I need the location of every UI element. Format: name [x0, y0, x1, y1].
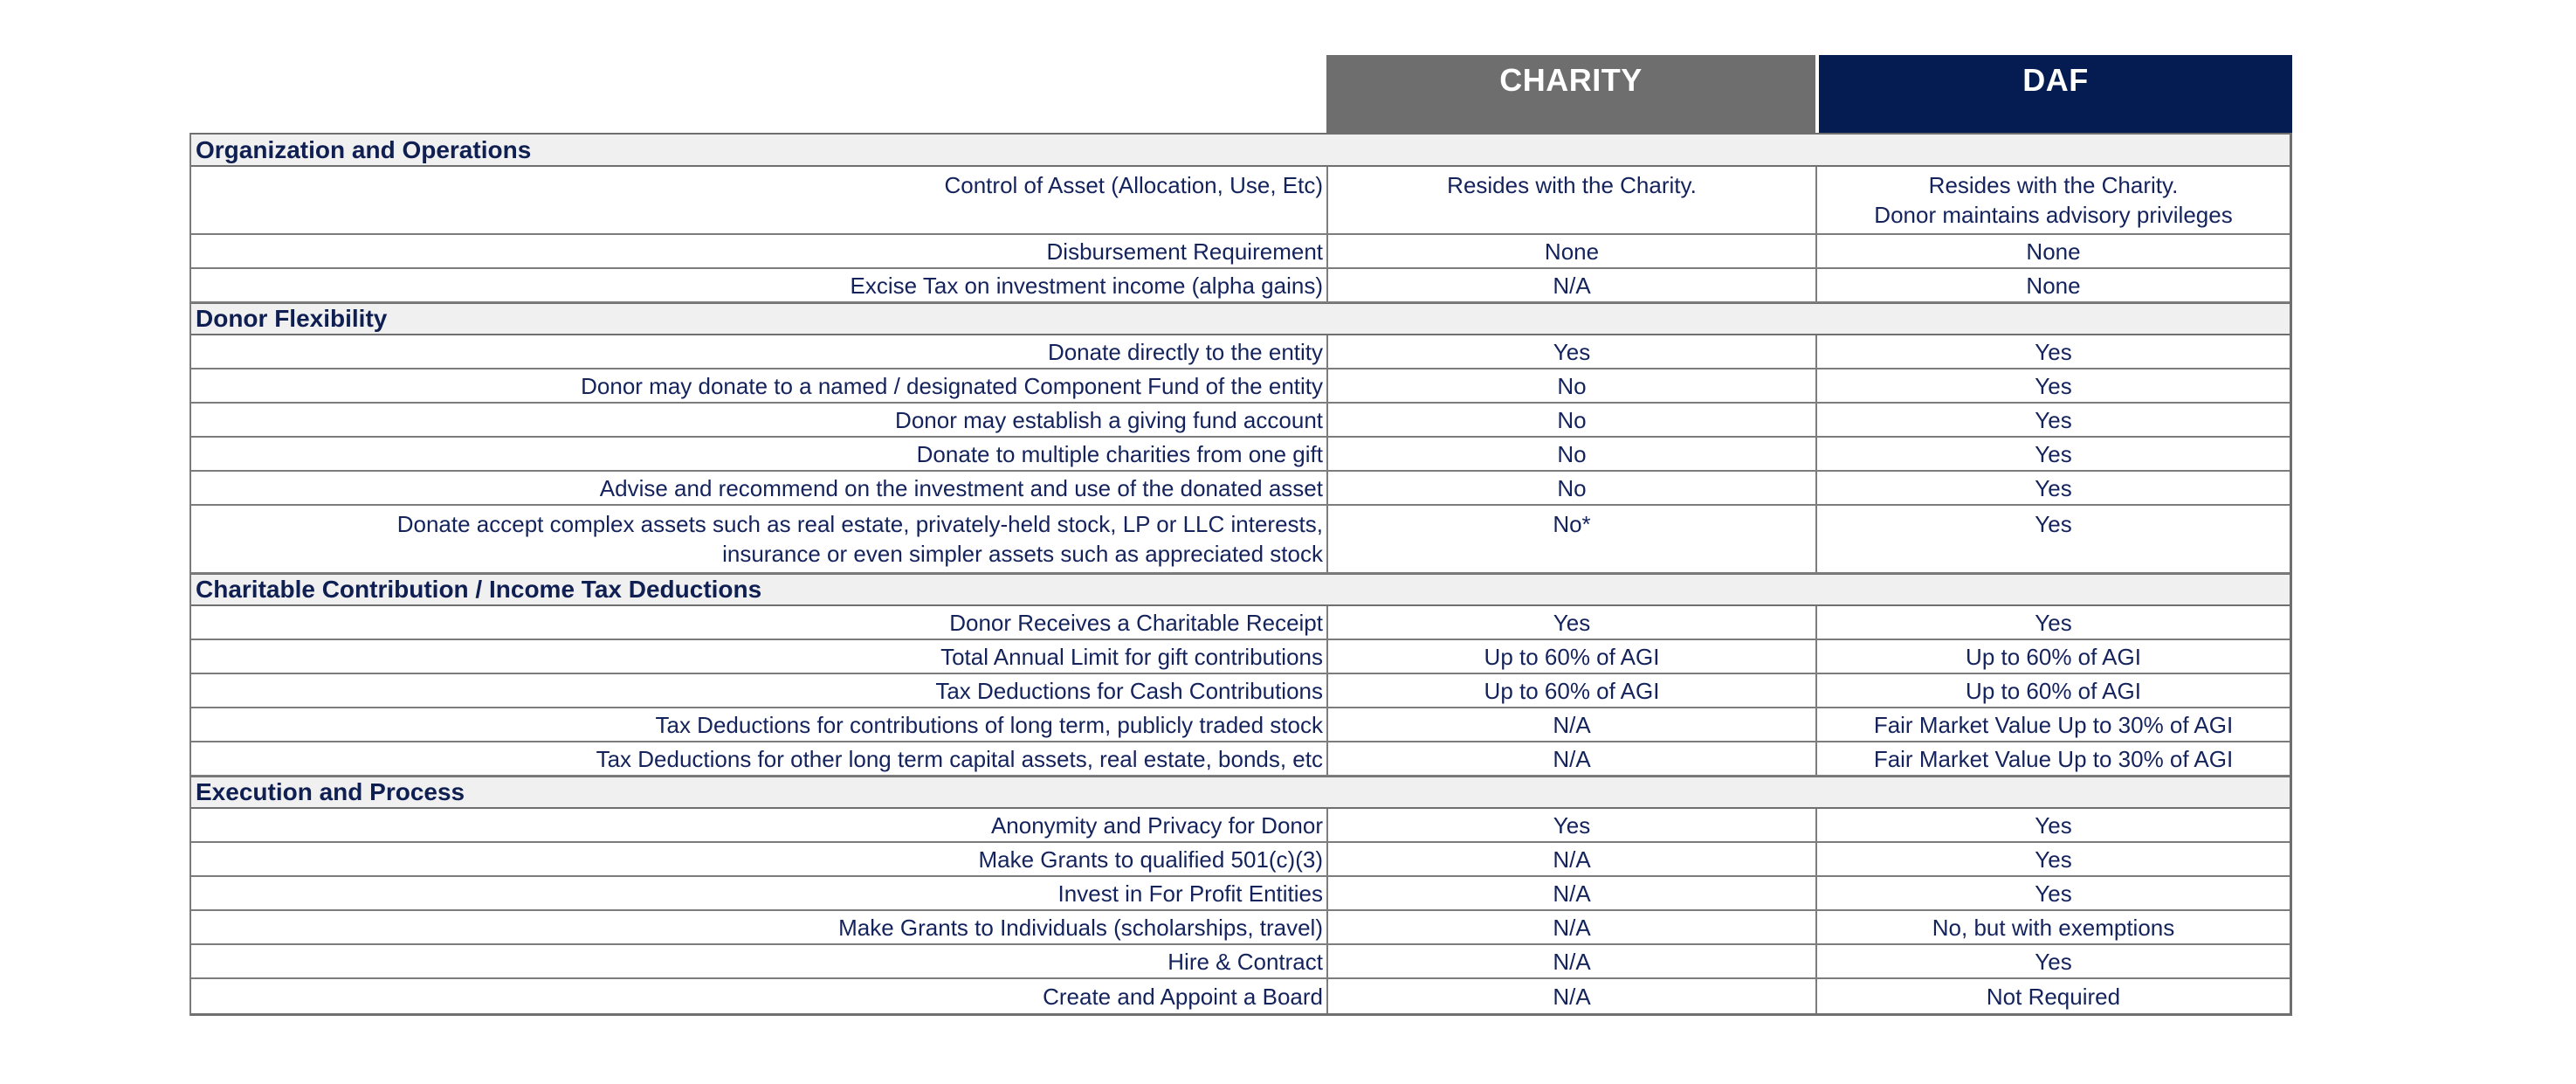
daf-value: No, but with exemptions — [1932, 914, 2175, 941]
table-row: Make Grants to qualified 501(c)(3) N/A Yes — [191, 843, 2290, 877]
charity-value: No — [1328, 472, 1817, 504]
table-row: Tax Deductions for other long term capit… — [191, 742, 2290, 777]
daf-value: Not Required — [1986, 983, 2121, 1010]
header-spacer — [189, 55, 1326, 133]
table-row: Tax Deductions for contributions of long… — [191, 708, 2290, 742]
daf-value: Yes — [2035, 846, 2072, 873]
daf-value: Yes — [2035, 811, 2072, 839]
row-label: Total Annual Limit for gift contribution… — [191, 640, 1328, 673]
charity-value: N/A — [1328, 742, 1817, 775]
row-label: Excise Tax on investment income (alpha g… — [191, 269, 1328, 301]
charity-value: Resides with the Charity. — [1328, 167, 1817, 233]
comparison-table: CHARITY DAF Organization and Operations C… — [189, 55, 2292, 1016]
charity-column-header: CHARITY — [1326, 55, 1815, 133]
charity-value: N/A — [1328, 979, 1817, 1013]
daf-value: Yes — [2035, 406, 2072, 433]
row-label: Make Grants to Individuals (scholarships… — [191, 911, 1328, 943]
daf-value: Yes — [2035, 948, 2072, 975]
table-row: Donor may donate to a named / designated… — [191, 369, 2290, 404]
daf-value: Yes — [2035, 372, 2072, 399]
row-label: Donor may donate to a named / designated… — [191, 369, 1328, 402]
table-row: Donate directly to the entity Yes Yes — [191, 335, 2290, 369]
section-header: Donor Flexibility — [191, 303, 2290, 335]
row-label: Donate directly to the entity — [191, 335, 1328, 368]
charity-value: N/A — [1328, 877, 1817, 909]
charity-value: N/A — [1328, 945, 1817, 977]
row-label: Advise and recommend on the investment a… — [191, 472, 1328, 504]
daf-value: Yes — [2035, 440, 2072, 467]
daf-value: None — [2026, 238, 2081, 265]
daf-value: Fair Market Value Up to 30% of AGI — [1873, 711, 2234, 738]
charity-value: Up to 60% of AGI — [1328, 674, 1817, 707]
row-label: Tax Deductions for Cash Contributions — [191, 674, 1328, 707]
row-label: Disbursement Requirement — [191, 235, 1328, 267]
table-row: Total Annual Limit for gift contribution… — [191, 640, 2290, 674]
section-header: Execution and Process — [191, 777, 2290, 809]
daf-value: Yes — [2035, 474, 2072, 501]
charity-value: N/A — [1328, 911, 1817, 943]
charity-value: No* — [1328, 506, 1817, 572]
table-row: Disbursement Requirement None None — [191, 235, 2290, 269]
table-row: Create and Appoint a Board N/A Not Require… — [191, 979, 2290, 1013]
table-row: Anonymity and Privacy for Donor Yes Yes — [191, 809, 2290, 843]
section-header: Organization and Operations — [191, 135, 2290, 167]
row-label: Hire & Contract — [191, 945, 1328, 977]
table-row: Donor may establish a giving fund accoun… — [191, 404, 2290, 438]
table-row: Hire & Contract N/A Yes — [191, 945, 2290, 979]
table-row: Tax Deductions for Cash Contributions Up … — [191, 674, 2290, 708]
row-label: Donor Receives a Charitable Receipt — [191, 606, 1328, 639]
row-label: Tax Deductions for contributions of long… — [191, 708, 1328, 741]
daf-value: Yes — [2035, 609, 2072, 636]
row-label: Tax Deductions for other long term capit… — [191, 742, 1328, 775]
table-row: Advise and recommend on the investment a… — [191, 472, 2290, 506]
table-row: Excise Tax on investment income (alpha g… — [191, 269, 2290, 303]
charity-value: No — [1328, 404, 1817, 436]
row-label: Donor may establish a giving fund accoun… — [191, 404, 1328, 436]
charity-value: Up to 60% of AGI — [1328, 640, 1817, 673]
charity-value: N/A — [1328, 708, 1817, 741]
daf-value: Fair Market Value Up to 30% of AGI — [1873, 745, 2234, 772]
row-label: Donate to multiple charities from one gi… — [191, 438, 1328, 470]
row-label: Invest in For Profit Entities — [191, 877, 1328, 909]
charity-value: None — [1328, 235, 1817, 267]
table-row: Donate accept complex assets such as rea… — [191, 506, 2290, 574]
table-row: Donor Receives a Charitable Receipt Yes Ye… — [191, 606, 2290, 640]
table-row: Donate to multiple charities from one gi… — [191, 438, 2290, 472]
charity-value: Yes — [1328, 335, 1817, 368]
charity-value: Yes — [1328, 606, 1817, 639]
section-header: Charitable Contribution / Income Tax Ded… — [191, 574, 2290, 606]
row-label: Control of Asset (Allocation, Use, Etc) — [191, 167, 1328, 233]
daf-value: Up to 60% of AGI — [1966, 677, 2141, 704]
charity-value: No — [1328, 369, 1817, 402]
daf-value: Yes — [2035, 880, 2072, 907]
row-label: Make Grants to qualified 501(c)(3) — [191, 843, 1328, 875]
charity-value: N/A — [1328, 269, 1817, 301]
charity-value: N/A — [1328, 843, 1817, 875]
row-label: Anonymity and Privacy for Donor — [191, 809, 1328, 841]
daf-value: None — [2026, 272, 2081, 299]
table-row: Invest in For Profit Entities N/A Yes — [191, 877, 2290, 911]
table-row: Make Grants to Individuals (scholarships… — [191, 911, 2290, 945]
table-row: Control of Asset (Allocation, Use, Etc) R… — [191, 167, 2290, 235]
charity-value: No — [1328, 438, 1817, 470]
daf-value: Yes — [2035, 511, 2072, 537]
header-column-gap — [1815, 55, 1819, 133]
table-body: Organization and Operations Control of As… — [189, 133, 2292, 1016]
daf-value: Up to 60% of AGI — [1966, 643, 2141, 670]
row-label: Create and Appoint a Board — [191, 979, 1328, 1013]
row-label: Donate accept complex assets such as rea… — [191, 506, 1328, 572]
table-header-row: CHARITY DAF — [189, 55, 2292, 133]
daf-column-header: DAF — [1819, 55, 2292, 133]
daf-value: Yes — [2035, 338, 2072, 365]
daf-value: Resides with the Charity. Donor maintain… — [1874, 172, 2233, 228]
charity-value: Yes — [1328, 809, 1817, 841]
